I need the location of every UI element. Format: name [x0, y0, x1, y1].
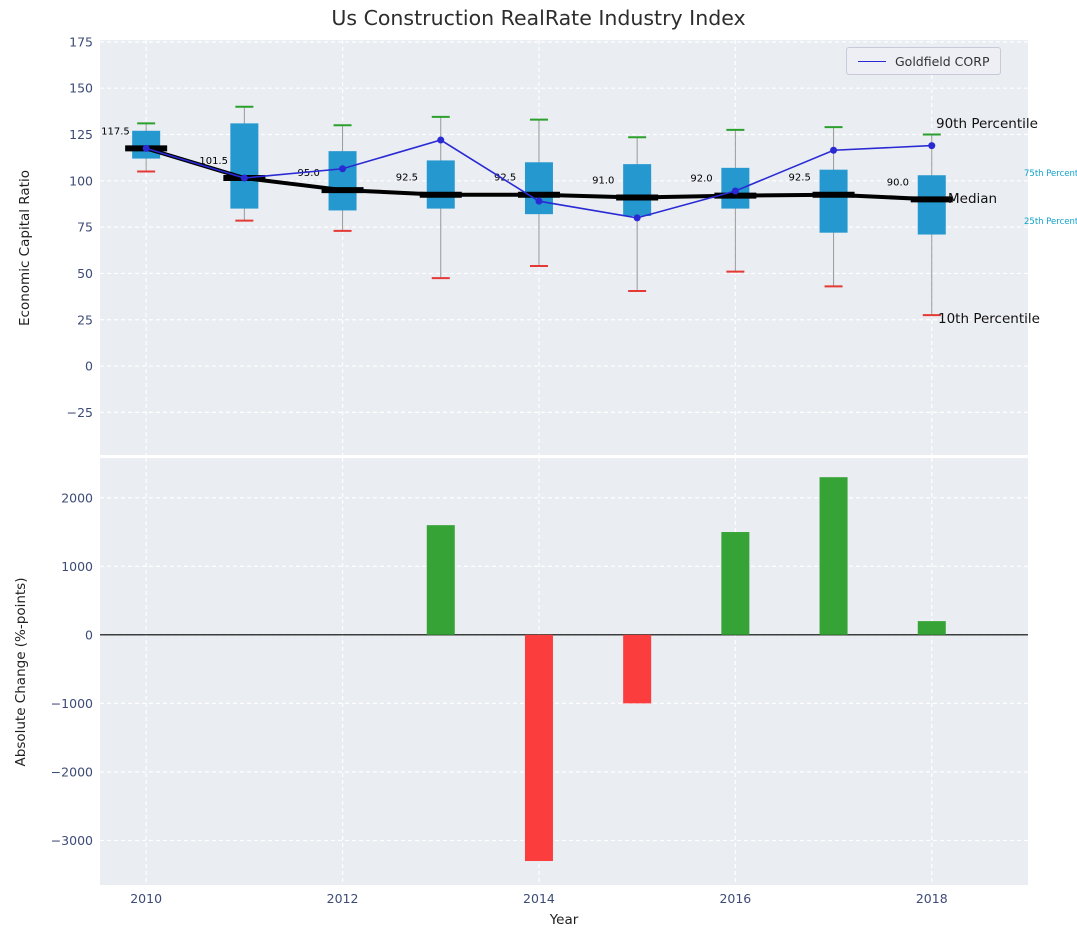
top-y-tick-label: 50	[77, 266, 93, 281]
x-tick-label: 2012	[327, 891, 359, 906]
bottom-y-tick-label: 2000	[61, 490, 93, 505]
x-tick-label: 2014	[523, 891, 555, 906]
change-bar-positive	[917, 621, 946, 635]
top-y-tick-label: 25	[77, 312, 93, 327]
iqr-box	[230, 123, 259, 209]
median-value-label: 91.0	[592, 175, 614, 186]
iqr-box	[524, 162, 553, 215]
change-bar-positive	[819, 477, 848, 635]
top-y-tick-label: 125	[69, 127, 93, 142]
x-tick-label: 2016	[719, 891, 751, 906]
top-y-tick-label: 175	[69, 34, 93, 49]
median-value-label: 90.0	[887, 177, 909, 188]
bottom-y-tick-label: −3000	[51, 833, 93, 848]
median-value-label: 92.5	[494, 173, 516, 184]
annotation-75th-percentile: 75th Percentile	[1024, 169, 1077, 179]
top-y-axis-label: Economic Capital Ratio	[17, 170, 33, 326]
legend: Goldfield CORP	[846, 47, 1002, 75]
iqr-box	[917, 175, 946, 235]
annotation-median: Median	[948, 191, 998, 207]
bottom-y-axis-label: Absolute Change (%-points)	[13, 577, 29, 767]
bottom-panel-bg	[100, 458, 1028, 885]
annotation-10th-percentile: 10th Percentile	[938, 311, 1040, 327]
median-value-label: 117.5	[101, 126, 130, 137]
top-y-tick-label: −25	[67, 405, 93, 420]
bottom-y-tick-label: 0	[85, 627, 93, 642]
top-panel-bg	[100, 40, 1028, 455]
company-marker	[731, 187, 739, 195]
company-marker	[240, 174, 248, 182]
top-y-tick-label: 75	[77, 220, 93, 235]
top-y-tick-label: 100	[69, 173, 93, 188]
median-value-label: 92.5	[789, 173, 811, 184]
bottom-y-tick-label: −2000	[51, 764, 93, 779]
company-marker	[142, 144, 150, 152]
chart-title: Us Construction RealRate Industry Index	[331, 6, 746, 30]
company-marker	[928, 142, 936, 150]
median-value-label: 101.5	[199, 156, 228, 167]
median-value-label: 92.0	[690, 174, 712, 185]
x-tick-label: 2018	[916, 891, 948, 906]
top-y-tick-label: 150	[69, 81, 93, 96]
x-tick-label: 2010	[130, 891, 162, 906]
iqr-box	[819, 169, 848, 233]
iqr-box	[426, 160, 455, 209]
annotation-90th-percentile: 90th Percentile	[936, 116, 1038, 132]
median-value-label: 92.5	[396, 173, 418, 184]
company-marker	[437, 136, 445, 144]
bottom-y-tick-label: −1000	[51, 696, 93, 711]
company-marker	[830, 146, 838, 154]
bottom-y-tick-label: 1000	[61, 559, 93, 574]
iqr-box	[328, 151, 357, 211]
iqr-box	[132, 130, 161, 159]
change-bar-negative	[524, 634, 553, 862]
top-y-tick-label: 0	[85, 359, 93, 374]
change-bar-positive	[426, 525, 455, 635]
change-bar-positive	[721, 532, 750, 635]
iqr-box	[623, 164, 652, 217]
company-marker	[633, 214, 641, 222]
company-marker	[535, 197, 543, 205]
median-value-label: 95.0	[298, 168, 320, 179]
annotation-25th-percentile: 25th Percentile	[1024, 217, 1077, 227]
company-marker	[339, 165, 347, 173]
legend-line-sample	[858, 60, 886, 62]
legend-label: Goldfield CORP	[895, 53, 990, 69]
change-bar-negative	[623, 634, 652, 704]
x-axis-label: Year	[549, 912, 579, 928]
